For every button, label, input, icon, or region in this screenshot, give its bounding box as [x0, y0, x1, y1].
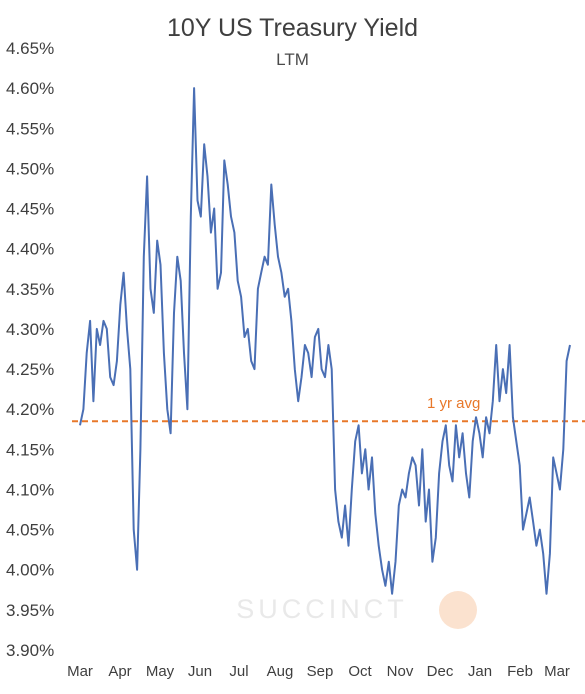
- watermark-text: SUCCINCT: [236, 594, 408, 624]
- x-tick-label: Jul: [229, 663, 248, 680]
- y-tick-label: 4.10%: [6, 480, 54, 499]
- y-tick-label: 4.40%: [6, 240, 54, 259]
- y-tick-label: 4.00%: [6, 561, 54, 580]
- y-tick-label: 4.55%: [6, 119, 54, 138]
- y-tick-label: 4.30%: [6, 320, 54, 339]
- x-tick-label: Dec: [427, 663, 454, 680]
- average-reference-label: 1 yr avg: [427, 395, 480, 412]
- y-tick-label: 4.05%: [6, 521, 54, 540]
- x-tick-label: Mar: [544, 663, 570, 680]
- x-tick-label: Apr: [108, 663, 131, 680]
- y-tick-label: 4.25%: [6, 360, 54, 379]
- chart-subtitle: LTM: [276, 50, 309, 69]
- x-tick-label: Feb: [507, 663, 533, 680]
- x-tick-label: Aug: [267, 663, 294, 680]
- y-tick-label: 4.45%: [6, 200, 54, 219]
- y-tick-label: 3.90%: [6, 641, 54, 660]
- y-tick-label: 4.60%: [6, 79, 54, 98]
- watermark-logo-icon: [439, 591, 477, 629]
- chart-title: 10Y US Treasury Yield: [166, 14, 419, 42]
- y-tick-label: 4.15%: [6, 440, 54, 459]
- x-tick-label: Oct: [348, 663, 372, 680]
- x-tick-label: Jun: [188, 663, 212, 680]
- y-tick-label: 4.65%: [6, 39, 54, 58]
- yield-series-line: [79, 87, 571, 595]
- x-tick-label: Mar: [67, 663, 93, 680]
- x-tick-label: Nov: [387, 663, 414, 680]
- y-tick-label: 4.35%: [6, 280, 54, 299]
- y-tick-label: 4.50%: [6, 159, 54, 178]
- y-tick-label: 4.20%: [6, 400, 54, 419]
- x-tick-label: Sep: [307, 663, 334, 680]
- x-tick-label: Jan: [468, 663, 492, 680]
- y-tick-label: 3.95%: [6, 601, 54, 620]
- x-tick-label: May: [146, 663, 175, 680]
